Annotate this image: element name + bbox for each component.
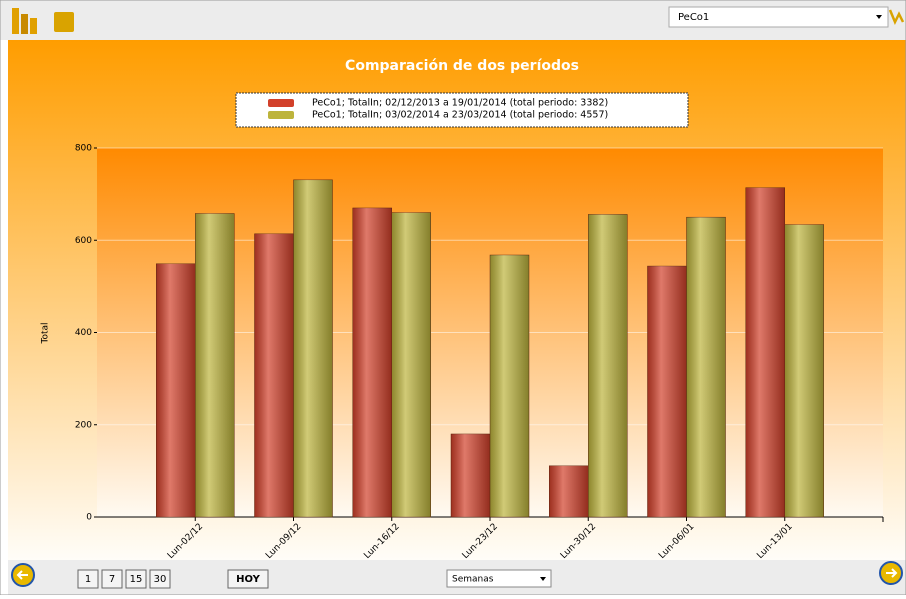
bar-shine [490, 255, 529, 517]
next-arrow [886, 568, 898, 578]
toolbar-icon[interactable] [21, 14, 28, 34]
bar-shine [451, 433, 490, 517]
bar-shine [254, 233, 294, 518]
bar-shine [156, 263, 196, 517]
dropdown-text: PeCo1 [678, 12, 709, 23]
legend-label: PeCo1; TotalIn; 02/12/2013 a 19/01/2014 … [312, 98, 608, 109]
y-tick-label: 800 [75, 144, 92, 154]
bar-shine [784, 224, 824, 517]
y-tick-label: 600 [75, 236, 92, 246]
bar-shine [647, 266, 687, 517]
dropdown[interactable] [668, 6, 889, 28]
save-icon[interactable] [54, 12, 74, 32]
bar-shine [293, 179, 333, 518]
bar-shine [745, 187, 785, 518]
period-button-text: 15 [130, 574, 143, 585]
period-button[interactable] [125, 569, 147, 589]
today-button[interactable] [227, 569, 269, 589]
period-button-text: 1 [85, 574, 91, 585]
period-button-text: 7 [109, 574, 115, 585]
y-tick-label: 200 [75, 420, 92, 430]
bar-shine [549, 465, 589, 517]
select-text: Semanas [452, 575, 494, 585]
bar-shine [195, 213, 235, 517]
toolbar-icon[interactable] [12, 8, 19, 34]
dropdown-arrow [876, 15, 882, 19]
bar-shine [391, 212, 431, 517]
y-tick-label: 400 [75, 328, 92, 338]
chart-title: Comparación de dos períodos [345, 58, 579, 74]
period-button[interactable] [101, 569, 123, 589]
legend-label: PeCo1; TotalIn; 03/02/2014 a 23/03/2014 … [312, 110, 608, 121]
period-button[interactable] [149, 569, 171, 589]
tool-icon[interactable] [888, 9, 905, 26]
legend-swatch [268, 99, 294, 107]
y-axis-label: Total [41, 322, 51, 344]
bar-shine [686, 217, 726, 517]
legend-swatch [268, 111, 294, 119]
bar-shine [588, 214, 628, 518]
bar-shine [352, 207, 392, 517]
period-button-text: 30 [154, 574, 167, 585]
prev-arrow [16, 570, 28, 580]
legend [235, 92, 689, 128]
y-tick-label: 0 [86, 513, 92, 523]
toolbar-icon[interactable] [30, 18, 37, 34]
today-text: HOY [236, 574, 261, 585]
select[interactable] [446, 569, 552, 588]
period-button[interactable] [77, 569, 99, 589]
select-arrow [540, 577, 546, 581]
